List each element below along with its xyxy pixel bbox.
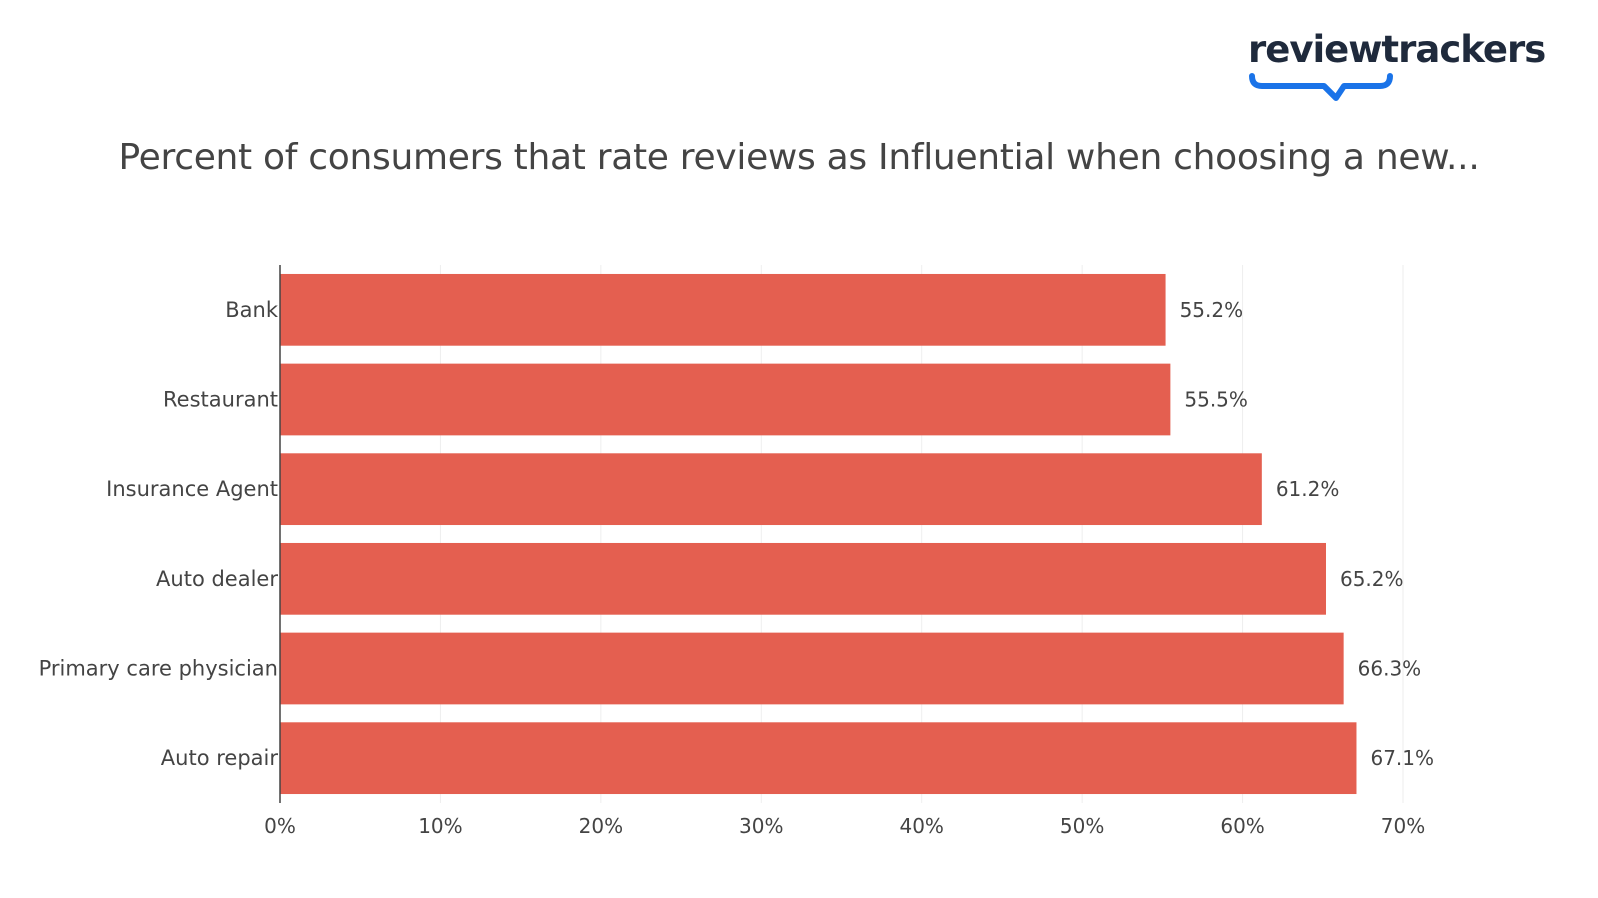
- bar: [280, 273, 1166, 346]
- data-label: 66.3%: [1358, 657, 1422, 681]
- bar: [280, 453, 1262, 526]
- x-tick-label: 30%: [739, 814, 783, 838]
- bar: [280, 542, 1326, 615]
- x-tick-label: 0%: [264, 814, 296, 838]
- chart-title: Percent of consumers that rate reviews a…: [118, 137, 1480, 178]
- data-label: 61.2%: [1276, 477, 1340, 501]
- bar: [280, 632, 1344, 705]
- category-label: Auto dealer: [156, 567, 278, 591]
- data-label: 55.2%: [1180, 298, 1244, 322]
- data-label: 65.2%: [1340, 567, 1404, 591]
- category-label: Bank: [225, 298, 279, 322]
- brand-name: reviewtrackers: [1248, 28, 1546, 71]
- grid-lines: [439, 265, 1404, 803]
- category-label: Primary care physician: [39, 657, 278, 681]
- x-tick-label: 50%: [1060, 814, 1104, 838]
- category-label: Insurance Agent: [106, 477, 278, 501]
- brand-logo: reviewtrackers: [1248, 26, 1548, 106]
- x-tick-label: 20%: [579, 814, 623, 838]
- category-label: Auto repair: [161, 746, 279, 770]
- speech-bubble-icon: [1249, 73, 1393, 101]
- x-tick-label: 70%: [1381, 814, 1425, 838]
- bar: [280, 722, 1357, 795]
- x-tick-label: 10%: [418, 814, 462, 838]
- labels: 0% 10% 20% 30% 40% 50% 60% 70% Bank 55.2% Restaura…: [39, 298, 1434, 838]
- x-tick-label: 40%: [899, 814, 943, 838]
- data-label: 55.5%: [1184, 388, 1248, 412]
- bars: [280, 273, 1357, 795]
- category-label: Restaurant: [163, 388, 278, 412]
- data-label: 67.1%: [1370, 746, 1434, 770]
- x-tick-label: 60%: [1220, 814, 1264, 838]
- bar: [280, 363, 1171, 436]
